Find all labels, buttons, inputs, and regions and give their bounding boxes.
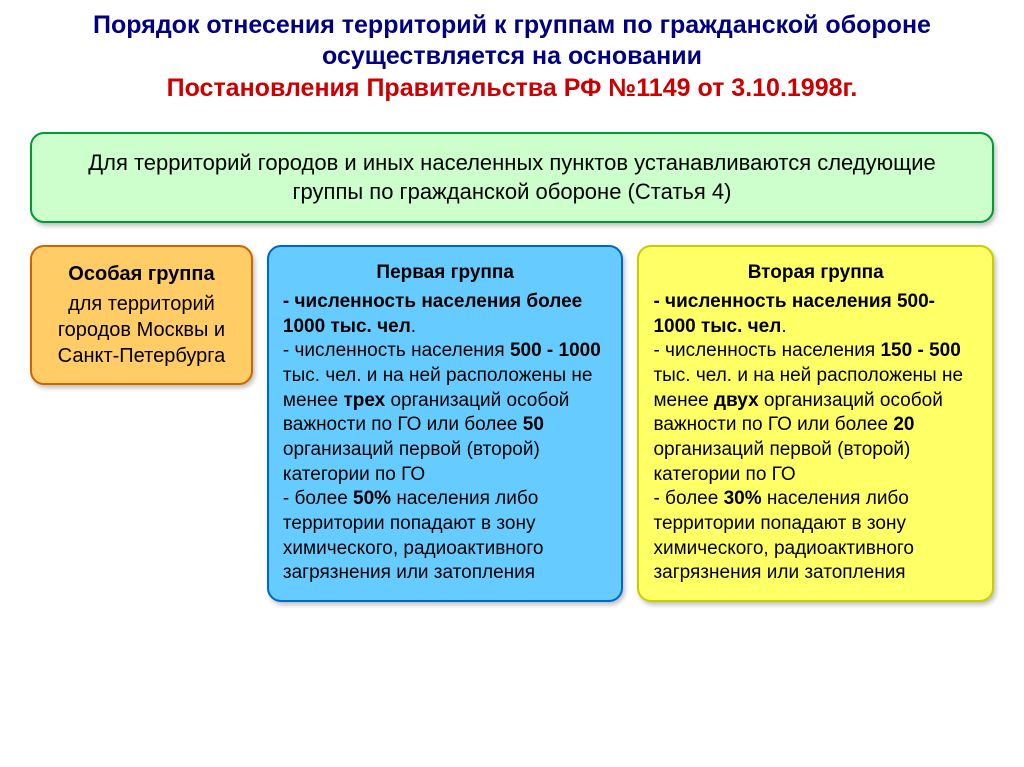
second-p2-b3: 20 <box>893 414 914 435</box>
first-p2-b2: трех <box>343 390 385 411</box>
first-p1-dot: . <box>411 316 416 337</box>
first-p2-pre: - численность населения <box>283 340 510 361</box>
first-p1: - численность населения более 1000 тыс. … <box>283 291 582 337</box>
second-p1: - численность населения 500- 1000 тыс. ч… <box>653 291 935 337</box>
subtitle-box: Для территорий городов и иных населенных… <box>30 132 994 223</box>
first-p2-b3: 50 <box>523 414 544 435</box>
columns: Особая группа для территорий городов Мос… <box>30 245 994 602</box>
title-block: Порядок отнесения территорий к группам п… <box>30 10 994 104</box>
title-line-2: Постановления Правительства РФ №1149 от … <box>30 73 994 104</box>
second-p3-b: 30% <box>724 488 762 509</box>
first-p3-b: 50% <box>353 488 391 509</box>
second-p2-end: организаций первой (второй) категории по… <box>653 439 910 485</box>
second-group-card: Вторая группа - численность населения 50… <box>637 245 994 602</box>
first-group-card: Первая группа - численность населения бо… <box>267 245 624 602</box>
second-p2-pre: - численность населения <box>653 340 880 361</box>
special-group-card: Особая группа для территорий городов Мос… <box>30 245 253 385</box>
second-title: Вторая группа <box>653 261 978 286</box>
second-p2-b2: двух <box>714 390 759 411</box>
second-p3-pre: - более <box>653 488 723 509</box>
title-line-1: Порядок отнесения территорий к группам п… <box>30 10 994 73</box>
first-p2-b1: 500 - 1000 <box>510 340 601 361</box>
slide: Порядок отнесения территорий к группам п… <box>0 0 1024 767</box>
subtitle-text: Для территорий городов и иных населенных… <box>88 150 936 205</box>
second-p1-dot: . <box>781 316 786 337</box>
first-p3-pre: - более <box>283 488 353 509</box>
first-title: Первая группа <box>283 261 608 286</box>
special-title: Особая группа <box>46 261 237 287</box>
first-p2-end: организаций первой (второй) категории по… <box>283 439 540 485</box>
second-p2-b1: 150 - 500 <box>880 340 960 361</box>
special-body: для территорий городов Москвы и Санкт-Пе… <box>58 293 226 367</box>
